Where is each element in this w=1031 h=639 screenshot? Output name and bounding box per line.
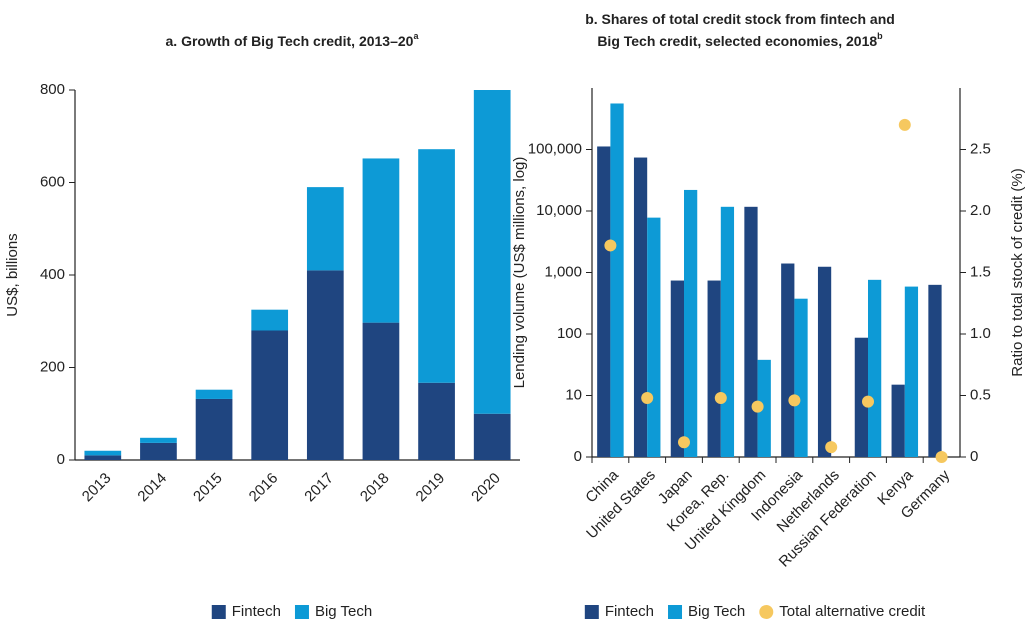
bar [684,189,698,457]
bar [647,217,661,457]
y2-tick-label: 1.5 [970,263,991,280]
bar [306,270,344,460]
y-tick-label: 0 [57,451,65,468]
y-tick-label: 1,000 [544,263,582,280]
bar [195,389,233,399]
bar [817,266,832,457]
x-tick-label: 2014 [134,470,170,506]
bar [928,284,942,457]
bar [854,337,868,457]
legend: Fintech Big Tech [211,603,372,620]
bar [418,382,455,460]
bar [473,90,511,414]
y-tick-label: 10 [565,386,582,403]
bar [781,263,795,457]
legend-label: Big Tech [315,603,372,620]
y-tick-label: 400 [40,266,65,283]
y-tick-label: 200 [40,358,65,375]
title-text: a. Growth of Big Tech credit, 2013–20 [166,33,414,49]
legend-swatch [211,605,226,619]
chart-title: b. Shares of total credit stock from fin… [585,11,895,27]
y2-tick-label: 0.5 [970,386,991,403]
bar [633,157,648,458]
bar [140,437,177,443]
bar [597,146,611,458]
bar [251,330,289,460]
bar [744,206,758,457]
dot [788,394,801,407]
x-tick-label: 2016 [246,470,282,506]
bar [362,322,400,460]
legend-swatch [759,605,774,619]
title-text: Big Tech credit, selected economies, 201… [597,33,877,49]
bar [610,103,624,457]
legend-label: Fintech [605,603,654,620]
bar [473,413,511,460]
legend: Fintech Big Tech Total alternative credit [584,603,926,620]
dot [751,400,764,413]
y2-tick-label: 1.0 [970,325,991,342]
bar [84,450,122,456]
legend-swatch [584,605,599,619]
bar [707,280,721,457]
chart-title: Big Tech credit, selected economies, 201… [597,31,883,48]
bar [306,187,344,271]
dot [678,436,690,449]
legend-swatch [294,605,309,619]
bar [720,206,735,457]
x-tick-label: 2018 [357,470,393,506]
dot [825,441,838,454]
chart-title: a. Growth of Big Tech credit, 2013–20a [166,31,420,48]
dot [862,395,874,408]
dot [935,451,948,463]
bar [84,455,122,460]
x-tick-label: 2015 [190,470,226,506]
y2-tick-label: 0 [970,448,978,465]
legend-label: Fintech [232,603,281,620]
x-tick-label: 2017 [301,470,337,506]
bar [904,286,919,457]
dot [714,391,727,404]
legend-label: Big Tech [688,603,745,620]
title-text: b. Shares of total credit stock from fin… [585,11,895,27]
dot [641,391,654,404]
bar [757,359,771,457]
y-tick-label: 600 [40,173,65,190]
bar [868,279,882,457]
bar [418,149,455,383]
y-tick-label: 100 [557,325,582,342]
y2-tick-label: 2.5 [970,140,991,157]
y2-axis-label: Ratio to total stock of credit (%) [1009,168,1026,376]
legend-label: Total alternative credit [779,603,926,620]
y-tick-label: 100,000 [528,140,582,157]
legend-swatch [668,605,683,619]
x-tick-label: 2020 [468,470,504,506]
bar [891,384,905,457]
x-tick-label: 2019 [413,470,449,506]
y2-tick-label: 2.0 [970,202,991,219]
bar [362,158,400,323]
y-tick-label: 800 [40,81,65,98]
bar [140,442,177,460]
x-tick-label: 2013 [79,470,115,506]
y-tick-label: 10,000 [536,202,582,219]
bar [251,309,289,331]
title-superscript: b [877,31,883,41]
y-tick-label: 0 [574,448,582,465]
bar [195,398,233,460]
bar [670,280,684,457]
dot [898,118,911,131]
y-axis-label: US$, billions [4,233,21,316]
title-superscript: a [413,31,419,41]
y-axis-label: Lending volume (US$ millions, log) [511,157,528,389]
dot [604,239,617,252]
bar [794,298,808,457]
